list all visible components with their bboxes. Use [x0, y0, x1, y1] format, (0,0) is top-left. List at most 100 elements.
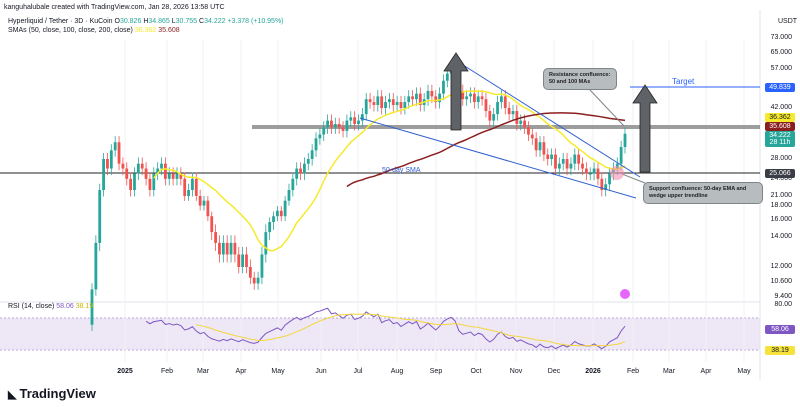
- candle-body: [550, 154, 554, 159]
- rsi-ma-line: [196, 313, 626, 347]
- lightning-icon: [620, 289, 630, 299]
- candle-body: [175, 173, 179, 179]
- time-tick-label: Nov: [509, 368, 523, 375]
- candle-body: [349, 117, 353, 121]
- time-tick-label: Feb: [626, 368, 640, 375]
- candle-body: [225, 242, 229, 255]
- time-tick-label: Oct: [470, 368, 482, 375]
- candle-body: [469, 93, 472, 97]
- candle-body: [229, 242, 233, 255]
- candle-body: [557, 163, 561, 169]
- candle-body: [291, 178, 295, 191]
- support-callout: Support confluence: 50-day EMA and wedge…: [643, 182, 763, 204]
- candle-body: [210, 216, 214, 233]
- price-tick-label: 73.000: [770, 34, 792, 41]
- price-tag-target: 49.839: [765, 83, 795, 92]
- candle-body: [341, 127, 345, 131]
- price-tick-label: 9.400: [774, 293, 792, 300]
- candle-body: [353, 117, 357, 124]
- high-value: 34.865: [148, 18, 170, 25]
- candle-body: [407, 96, 411, 103]
- symbol-name[interactable]: Hyperliquid / Tether · 3D · KuCoin: [8, 18, 113, 25]
- candle-body: [387, 99, 391, 103]
- candle-body: [94, 242, 98, 290]
- candle-body: [140, 163, 144, 169]
- wedge-upper-trendline: [451, 57, 641, 178]
- candle-body: [156, 168, 160, 174]
- candle-body: [592, 168, 596, 174]
- candle-body: [511, 111, 515, 115]
- candle-body: [163, 163, 167, 179]
- candle-body: [619, 147, 623, 164]
- candle-body: [403, 102, 407, 108]
- candle-body: [608, 173, 611, 185]
- candle-body: [202, 200, 206, 206]
- candle-body: [519, 120, 523, 124]
- candle-body: [426, 90, 430, 100]
- candle-body: [260, 254, 264, 278]
- tradingview-logo[interactable]: ◣ TradingView: [8, 386, 96, 401]
- rsi-legend[interactable]: RSI (14, close) 58.06 38.19: [8, 303, 94, 310]
- candle-body: [148, 178, 152, 191]
- candle-body: [206, 200, 210, 217]
- sma-annotation: 50-day SMA: [382, 167, 421, 174]
- candle-body: [554, 154, 557, 169]
- candle-body: [527, 127, 530, 135]
- price-tick-label: 24.000: [770, 175, 792, 182]
- sma-legend[interactable]: SMAs (50, close, 100, close, 200, close)…: [8, 27, 180, 34]
- change-value: +3.378 (+10.95%): [227, 18, 284, 25]
- candle-body: [310, 150, 314, 159]
- symbol-legend: Hyperliquid / Tether · 3D · KuCoin O30.8…: [8, 18, 284, 25]
- candle-body: [241, 254, 245, 267]
- rsi-line: [145, 307, 626, 350]
- candle-body: [113, 142, 117, 151]
- candle-body: [179, 173, 183, 179]
- candle-body: [380, 96, 384, 108]
- rsi-band: [0, 318, 760, 350]
- candle-body: [581, 163, 584, 169]
- price-tag-support: 25.066: [765, 169, 795, 178]
- price-tick-label: 18.000: [770, 202, 792, 209]
- time-tick-label: May: [737, 368, 751, 375]
- candle-body: [194, 178, 198, 196]
- candle-body: [303, 163, 306, 174]
- candle-body: [125, 168, 129, 179]
- candle-body: [372, 102, 376, 105]
- candle-body: [573, 154, 577, 164]
- candle-body: [623, 133, 627, 148]
- candle-body: [183, 178, 187, 196]
- candle-body: [476, 96, 480, 103]
- sma-b-value: 35.608: [158, 27, 180, 34]
- candle-body: [357, 120, 360, 124]
- rsi-ma-value: 38.19: [75, 303, 94, 310]
- time-tick-label: Feb: [160, 368, 174, 375]
- candle-body: [198, 196, 202, 206]
- candle-body: [538, 142, 542, 151]
- candle-body: [484, 99, 488, 112]
- candle-body: [256, 277, 260, 284]
- time-tick-label: Mar: [662, 368, 676, 375]
- candle-body: [171, 173, 175, 179]
- low-value: 30.755: [175, 18, 198, 25]
- candle-body: [604, 184, 608, 191]
- candle-body: [345, 120, 349, 131]
- time-tick-label: Sep: [429, 368, 443, 375]
- candle-body: [283, 200, 287, 217]
- candle-body: [596, 168, 600, 179]
- candle-body: [306, 159, 310, 164]
- price-tick-label: 12.000: [770, 263, 792, 270]
- candle-body: [492, 114, 496, 121]
- candle-body: [129, 178, 133, 191]
- candle-body: [503, 96, 507, 108]
- time-tick-label: Jun: [315, 368, 327, 375]
- wedge-lower-trendline: [359, 117, 637, 199]
- candle-body: [584, 168, 588, 174]
- candle-body: [160, 163, 163, 169]
- price-tick-label: 28.000: [770, 155, 792, 162]
- candle-body: [90, 289, 94, 325]
- candle-body: [287, 190, 291, 201]
- candle-body: [264, 232, 268, 255]
- breakout-arrow-icon: [443, 52, 469, 131]
- candle-body: [418, 93, 422, 105]
